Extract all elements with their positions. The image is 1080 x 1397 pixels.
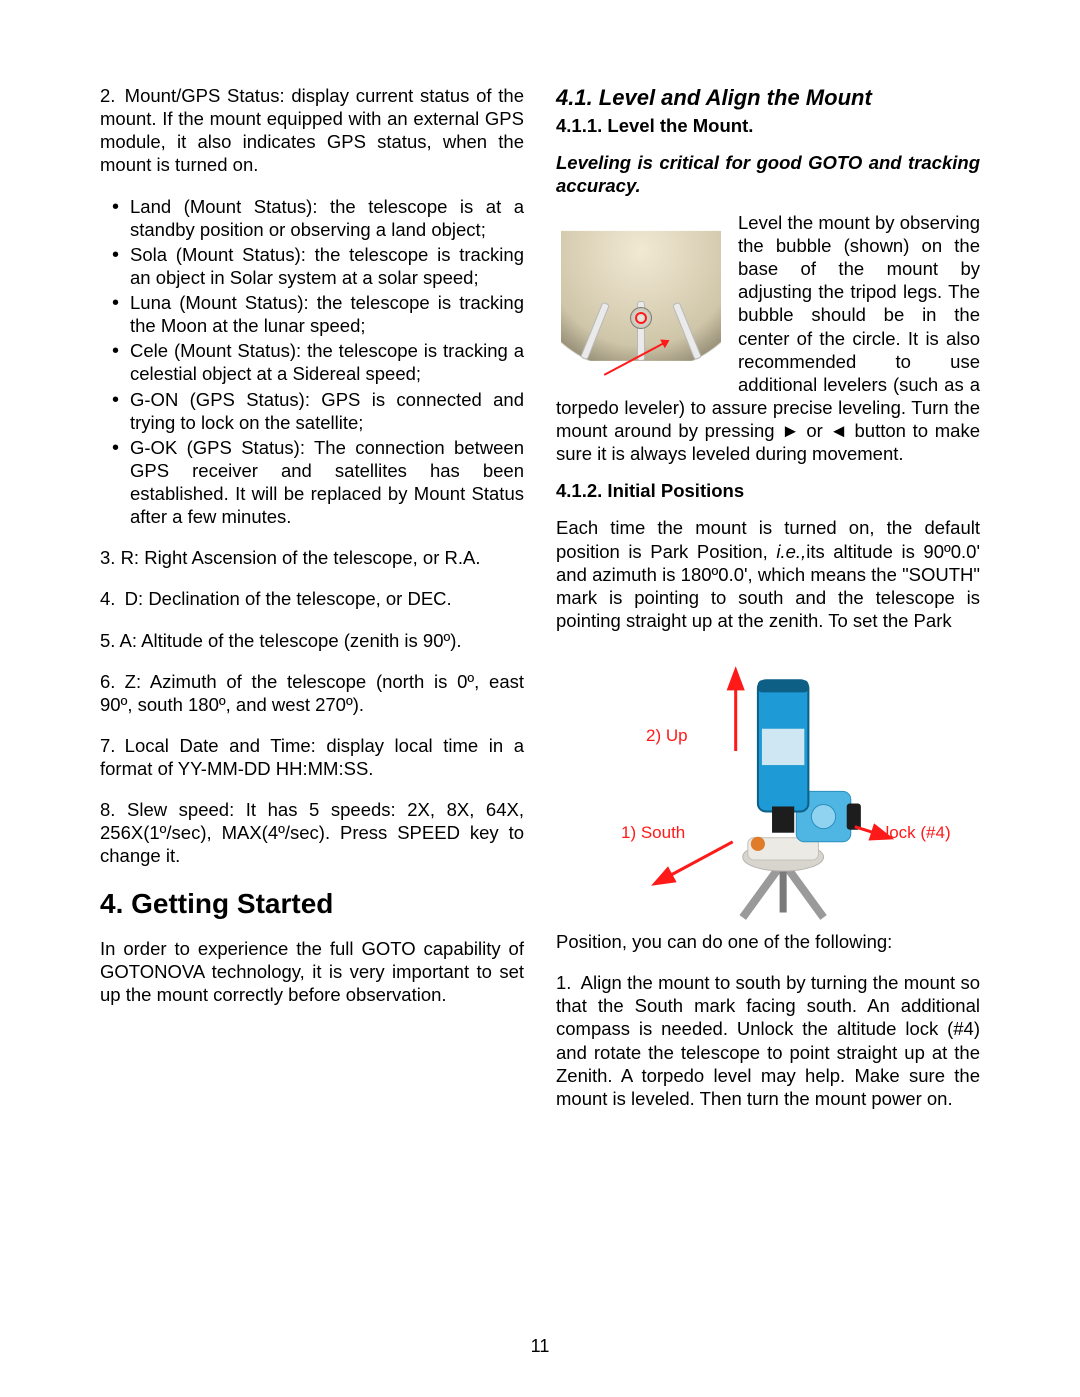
callout-ring-icon (635, 312, 647, 324)
para-dec: 4. D: Declination of the telescope, or D… (100, 587, 524, 610)
list-item: Luna (Mount Status): the telescope is tr… (130, 291, 524, 337)
para-initial-positions: Each time the mount is turned on, the de… (556, 516, 980, 632)
list-item: G-OK (GPS Status): The connection betwee… (130, 436, 524, 529)
list-item: Land (Mount Status): the telescope is at… (130, 195, 524, 241)
list-item: G-ON (GPS Status): GPS is connected and … (130, 388, 524, 434)
leveling-critical-note: Leveling is critical for good GOTO and t… (556, 151, 980, 197)
page: 2. Mount/GPS Status: display current sta… (100, 84, 980, 1304)
left-column: 2. Mount/GPS Status: display current sta… (100, 84, 524, 1304)
page-number: 11 (531, 1336, 550, 1357)
telescope-figure: 2) Up 1) South t lock (#4) (556, 650, 980, 920)
list-item: Sola (Mount Status): the telescope is tr… (130, 243, 524, 289)
para-ra: 3. R: Right Ascension of the telescope, … (100, 546, 524, 569)
para-mount-gps: 2. Mount/GPS Status: display current sta… (100, 84, 524, 177)
para-az: 6. Z: Azimuth of the telescope (north is… (100, 670, 524, 716)
para-step-1: 1. Align the mount to south by turning t… (556, 971, 980, 1110)
para-getting-started: In order to experience the full GOTO cap… (100, 937, 524, 1006)
right-column: 4.1. Level and Align the Mount 4.1.1. Le… (556, 84, 980, 1304)
heading-initial-positions: 4.1.2. Initial Positions (556, 479, 980, 502)
bubble-level-figure (556, 211, 726, 371)
para-position-intro: Position, you can do one of the followin… (556, 930, 980, 953)
list-item: Cele (Mount Status): the telescope is tr… (130, 339, 524, 385)
heading-getting-started: 4. Getting Started (100, 886, 524, 921)
para-alt: 5. A: Altitude of the telescope (zenith … (100, 629, 524, 652)
para-datetime: 7. Local Date and Time: display local ti… (100, 734, 524, 780)
para-slew: 8. Slew speed: It has 5 speeds: 2X, 8X, … (100, 798, 524, 867)
heading-level-align: 4.1. Level and Align the Mount (556, 84, 980, 112)
level-paragraph-wrap: Level the mount by observing the bubble … (556, 211, 980, 465)
heading-level-mount: 4.1.1. Level the Mount. (556, 114, 980, 137)
ie-text: i.e., (776, 541, 806, 562)
status-bullet-list: Land (Mount Status): the telescope is at… (100, 195, 524, 529)
mount-dome-icon (541, 191, 741, 391)
figure-label-south: 1) South (621, 822, 685, 843)
figure-label-lock: t lock (#4) (876, 822, 951, 843)
telescope-svg-icon (556, 650, 980, 923)
figure-label-up: 2) Up (646, 725, 688, 746)
